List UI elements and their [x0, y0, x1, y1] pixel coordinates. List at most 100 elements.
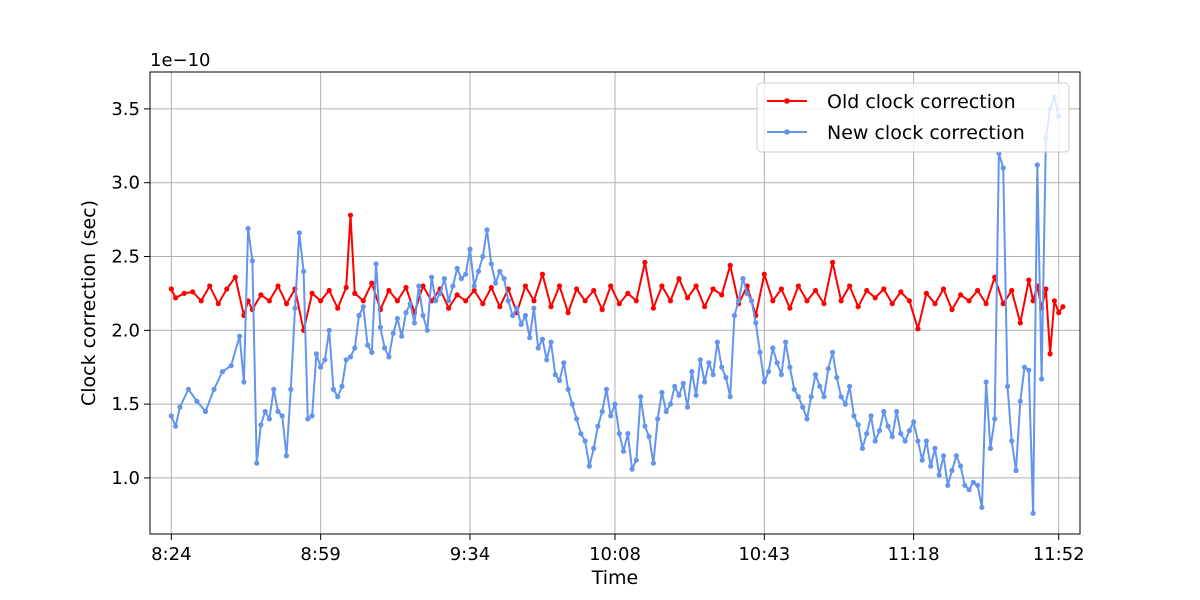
data-point: [215, 301, 221, 307]
data-point: [723, 374, 729, 381]
data-point: [352, 290, 358, 296]
data-point: [369, 349, 375, 355]
data-point: [684, 404, 691, 410]
data-point: [173, 423, 179, 429]
data-point: [561, 360, 567, 366]
data-point: [1039, 376, 1045, 382]
legend-label: Old clock correction: [827, 91, 1016, 113]
data-point: [706, 360, 712, 366]
data-point: [770, 298, 776, 304]
data-point: [885, 423, 891, 429]
data-point: [501, 276, 507, 282]
data-point: [539, 336, 546, 342]
data-point: [667, 298, 674, 304]
data-point: [838, 394, 844, 400]
data-point: [1026, 277, 1032, 283]
data-point: [168, 413, 174, 419]
data-point: [1047, 351, 1053, 357]
data-point: [672, 383, 678, 389]
data-point: [548, 304, 554, 310]
data-point: [795, 394, 802, 400]
data-point: [330, 386, 336, 392]
data-point: [522, 312, 529, 319]
data-point: [979, 504, 985, 510]
data-point: [177, 404, 183, 410]
data-point: [808, 394, 814, 400]
data-point: [258, 292, 264, 298]
data-point: [719, 292, 725, 298]
data-point: [168, 286, 174, 292]
data-point: [399, 333, 405, 339]
data-point: [608, 413, 614, 419]
data-point: [663, 408, 669, 415]
data-point: [279, 413, 285, 419]
data-point: [288, 386, 294, 392]
data-point: [411, 320, 418, 326]
y-tick-label: 3.0: [111, 173, 140, 194]
data-point: [889, 301, 895, 307]
data-point: [335, 394, 341, 400]
data-point: [940, 453, 947, 459]
data-point: [518, 321, 524, 327]
data-point: [744, 290, 750, 296]
data-point: [936, 472, 942, 478]
data-point: [574, 286, 580, 292]
data-point: [254, 460, 260, 466]
data-point: [642, 259, 648, 265]
legend-label: New clock correction: [827, 122, 1025, 144]
data-point: [923, 438, 930, 444]
x-tick-label: 9:34: [450, 544, 490, 565]
data-point: [556, 377, 563, 384]
data-point: [390, 330, 396, 336]
data-point: [488, 284, 494, 291]
data-point: [582, 298, 588, 304]
y-tick-label: 2.0: [111, 320, 140, 341]
data-point: [458, 276, 464, 282]
data-point: [795, 283, 802, 289]
data-point: [1051, 298, 1057, 304]
data-point: [599, 307, 605, 313]
data-point: [505, 298, 511, 304]
data-point: [659, 389, 665, 395]
data-point: [702, 379, 708, 385]
data-point: [296, 230, 302, 236]
data-point: [574, 416, 580, 422]
data-point: [864, 431, 870, 437]
data-point: [838, 298, 844, 304]
data-point: [394, 298, 400, 304]
data-point: [898, 289, 904, 295]
data-point: [949, 307, 955, 313]
x-tick-label: 10:08: [589, 544, 641, 565]
data-point: [855, 304, 861, 310]
data-point: [514, 305, 520, 311]
data-point: [1026, 367, 1032, 373]
data-point: [616, 431, 622, 437]
data-point: [915, 438, 921, 444]
data-point: [258, 422, 264, 428]
data-point: [591, 287, 597, 294]
data-point: [548, 339, 554, 345]
y-axis-label: Clock correction (sec): [78, 200, 100, 406]
data-point: [544, 357, 550, 363]
data-point: [987, 445, 994, 451]
data-point: [650, 460, 657, 466]
legend-box: [756, 82, 1070, 153]
data-point: [488, 261, 494, 267]
legend-marker: [784, 129, 790, 135]
x-axis-label: Time: [591, 567, 639, 589]
data-point: [727, 394, 733, 400]
data-point: [676, 276, 682, 282]
data-point: [347, 212, 354, 218]
data-point: [463, 298, 469, 304]
data-point: [377, 324, 383, 330]
data-point: [633, 457, 639, 463]
data-point: [386, 354, 392, 360]
data-point: [966, 298, 972, 304]
data-point: [620, 448, 627, 454]
series-new-clock-correction: [168, 94, 1062, 516]
data-point: [497, 268, 503, 274]
data-point: [804, 298, 810, 304]
data-point: [305, 416, 311, 422]
data-point: [441, 276, 447, 282]
